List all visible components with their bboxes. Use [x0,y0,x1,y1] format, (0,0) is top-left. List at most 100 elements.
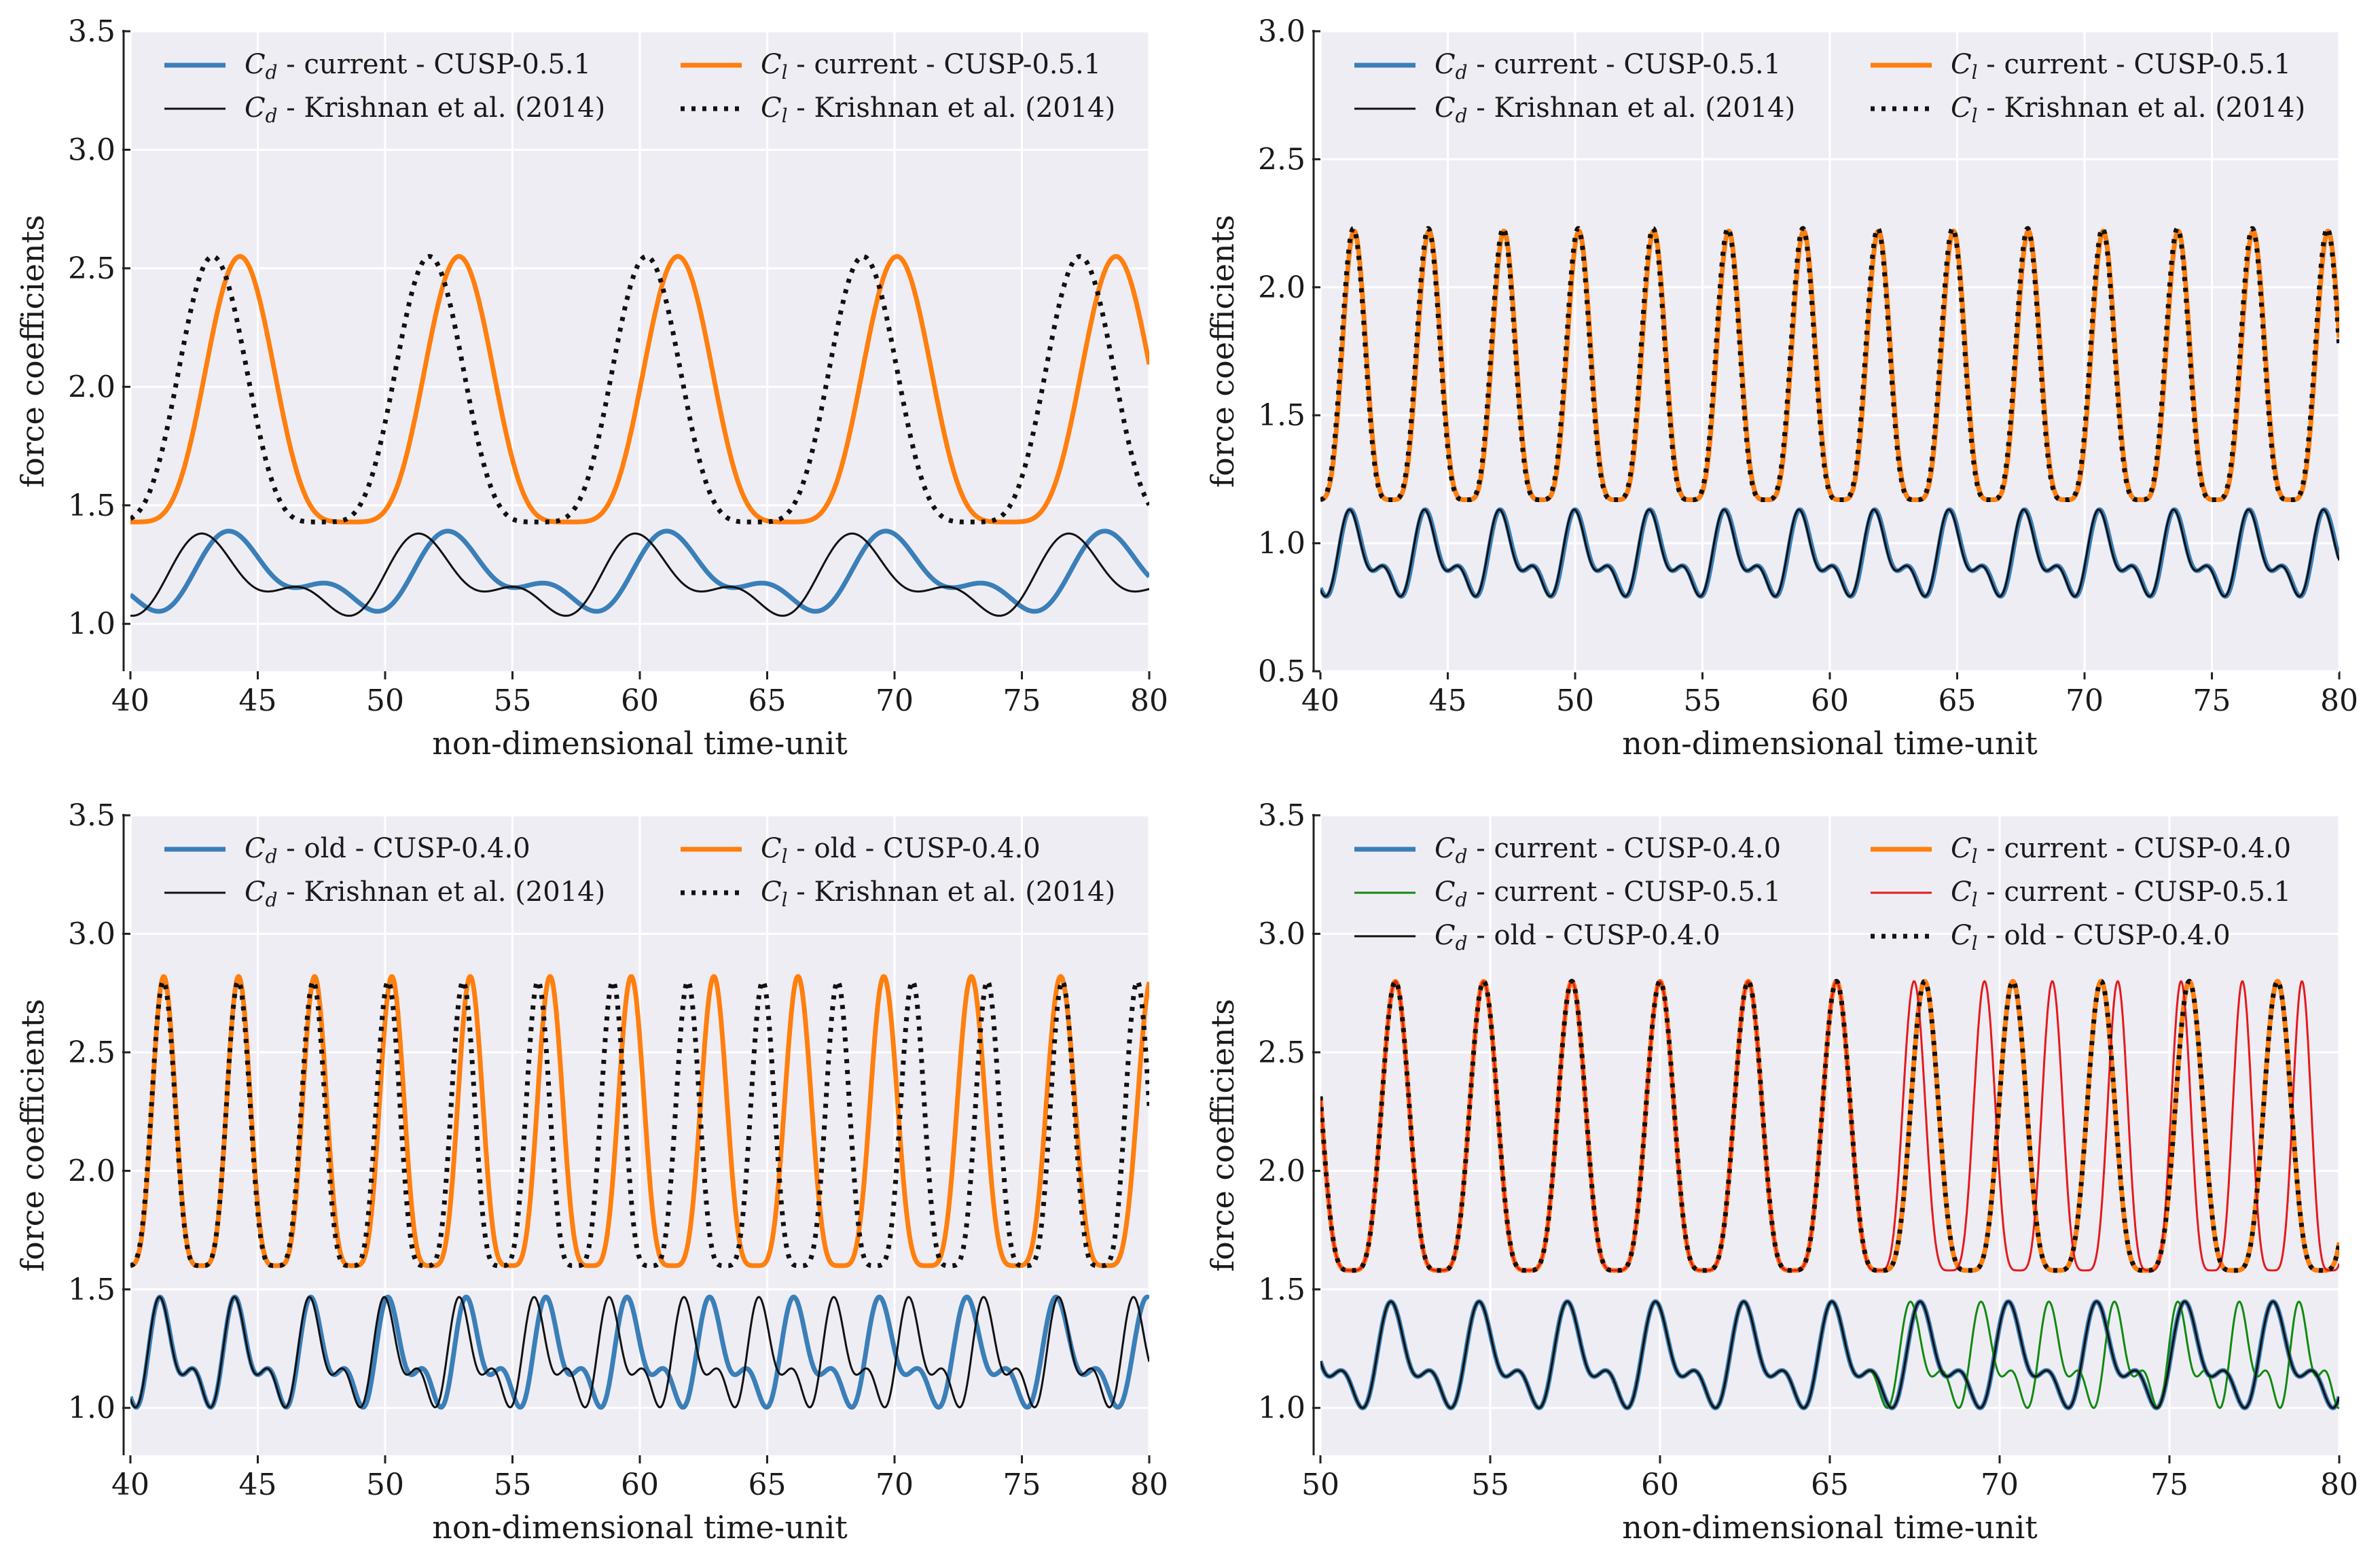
legend-symbol: C [1435,920,1456,951]
x-axis-label: non-dimensional time-unit [432,725,848,762]
series-line-2 [130,532,1149,617]
legend-entry: Cd - old - CUSP-0.4.0 [1435,920,1720,955]
legend-symbol: C [245,49,266,80]
y-tick-label: 2.0 [68,1154,115,1188]
legend-symbol: C [245,833,266,864]
legend-text: - current - CUSP-0.5.1 [1978,49,2292,80]
y-tick-label: 1.5 [68,1273,115,1307]
legend-subscript: d [1456,105,1468,127]
series-line-2 [130,1296,1149,1408]
legend-entry: Cl - current - CUSP-0.5.1 [1951,876,2291,911]
legend-symbol: C [245,876,266,908]
x-tick-label: 80 [1130,1468,1168,1502]
legend-text: - old - CUSP-0.4.0 [788,833,1041,864]
legend-text: - Krishnan et al. (2014) [1468,92,1796,124]
legend-text: - old - CUSP-0.4.0 [1978,920,2231,951]
legend-entry: Cd - current - CUSP-0.5.1 [245,49,591,84]
legend: Cd - old - CUSP-0.4.0 Cl - old - CUSP-0.4… [164,833,1115,911]
legend-subscript: l [1972,845,1978,868]
legend-symbol: C [245,92,266,124]
x-tick-label: 50 [366,683,404,718]
legend-entry: Cl - old - CUSP-0.4.0 [1951,920,2231,955]
x-tick-label: 60 [1811,683,1849,718]
x-tick-label: 65 [1939,683,1977,718]
series-group [130,974,1149,1410]
x-tick-label: 60 [621,1468,659,1502]
legend-subscript: d [1456,61,1468,84]
legend-text: - old - CUSP-0.4.0 [278,833,530,864]
legend-entry: Cl - current - CUSP-0.5.1 [761,49,1101,84]
x-axis-label: non-dimensional time-unit [1622,725,2038,762]
x-tick-label: 45 [239,683,277,718]
legend-subscript: d [266,845,278,868]
y-tick-label: 3.0 [1258,14,1305,49]
legend-symbol: C [1435,49,1456,80]
chart-panel-2: 40 45 50 55 60 65 70 75 80 0.5 1.0 1.5 2.0 2.5 3.0 non-… [1204,14,2358,762]
legend-subscript: l [1972,61,1978,84]
x-tick-label: 45 [1429,683,1467,718]
legend-subscript: d [266,105,278,127]
x-tick-label: 65 [749,683,787,718]
x-tick-label: 70 [876,1468,914,1502]
x-tick-label: 80 [1130,683,1168,718]
legend-symbol: C [1951,92,1972,124]
x-tick-label: 50 [366,1468,404,1502]
legend-entry: Cd - current - CUSP-0.5.1 [1435,876,1781,911]
legend-symbol: C [1951,49,1972,80]
legend-entry: Cd - current - CUSP-0.5.1 [1435,49,1781,84]
series-line-3 [130,253,1149,525]
x-tick-label: 80 [2320,1468,2358,1502]
legend-text: - current - CUSP-0.5.1 [1978,876,2292,908]
y-tick-label: 3.0 [68,132,115,167]
y-tick-label: 2.5 [1258,1035,1305,1070]
y-tick-label: 1.5 [68,488,115,523]
legend-entry: Cl - current - CUSP-0.5.1 [1951,49,2291,84]
y-tick-label: 3.5 [1258,798,1305,833]
x-tick-label: 70 [1981,1468,2019,1502]
chart-panel-3: 40 45 50 55 60 65 70 75 80 1.0 1.5 2.0 2.5 3.0 3.5 non-… [14,798,1168,1546]
legend-subscript: l [782,845,788,868]
x-tick-label: 80 [2320,683,2358,718]
legend-entry: Cd - old - CUSP-0.4.0 [245,833,530,868]
legend-subscript: d [266,889,278,911]
legend-subscript: l [782,105,788,127]
x-axis-label: non-dimensional time-unit [1622,1509,2038,1546]
x-tick-label: 40 [1301,683,1339,718]
y-tick-label: 1.5 [1258,1273,1305,1307]
legend-subscript: d [1456,889,1468,911]
legend-symbol: C [761,49,782,80]
x-tick-label: 60 [621,683,659,718]
x-axis-label: non-dimensional time-unit [432,1509,848,1546]
legend-entry: Cl - Krishnan et al. (2014) [1951,92,2305,127]
legend-text: - Krishnan et al. (2014) [278,876,606,908]
legend-text: - current - CUSP-0.5.1 [1468,876,1782,908]
legend: Cd - current - CUSP-0.5.1 Cl - current - … [1354,49,2305,127]
x-tick-label: 40 [111,683,149,718]
legend-symbol: C [1435,833,1456,864]
y-tick-label: 2.5 [1258,142,1305,177]
y-tick-label: 0.5 [1258,654,1305,689]
legend-symbol: C [1951,833,1972,864]
legend-entry: Cl - Krishnan et al. (2014) [761,92,1115,127]
series-group [1320,978,2339,1410]
legend-entry: Cd - Krishnan et al. (2014) [245,876,605,911]
y-tick-label: 3.5 [68,14,115,49]
legend-text: - current - CUSP-0.5.1 [1468,49,1782,80]
legend-symbol: C [1435,92,1456,124]
legend-symbol: C [761,833,782,864]
legend-entry: Cd - Krishnan et al. (2014) [245,92,605,127]
x-tick-label: 75 [1003,1468,1041,1502]
y-tick-label: 1.0 [1258,1391,1305,1425]
legend-symbol: C [761,92,782,124]
x-tick-label: 75 [1003,683,1041,718]
legend-entry: Cd - Krishnan et al. (2014) [1435,92,1795,127]
x-tick-label: 40 [111,1468,149,1502]
legend-entry: Cl - old - CUSP-0.4.0 [761,833,1041,868]
series-line-3 [1320,1300,2339,1409]
legend-text: - Krishnan et al. (2014) [788,92,1116,124]
legend-symbol: C [761,876,782,908]
legend-symbol: C [1951,920,1972,951]
legend-entry: Cl - Krishnan et al. (2014) [761,876,1115,911]
legend-subscript: l [1972,105,1978,127]
